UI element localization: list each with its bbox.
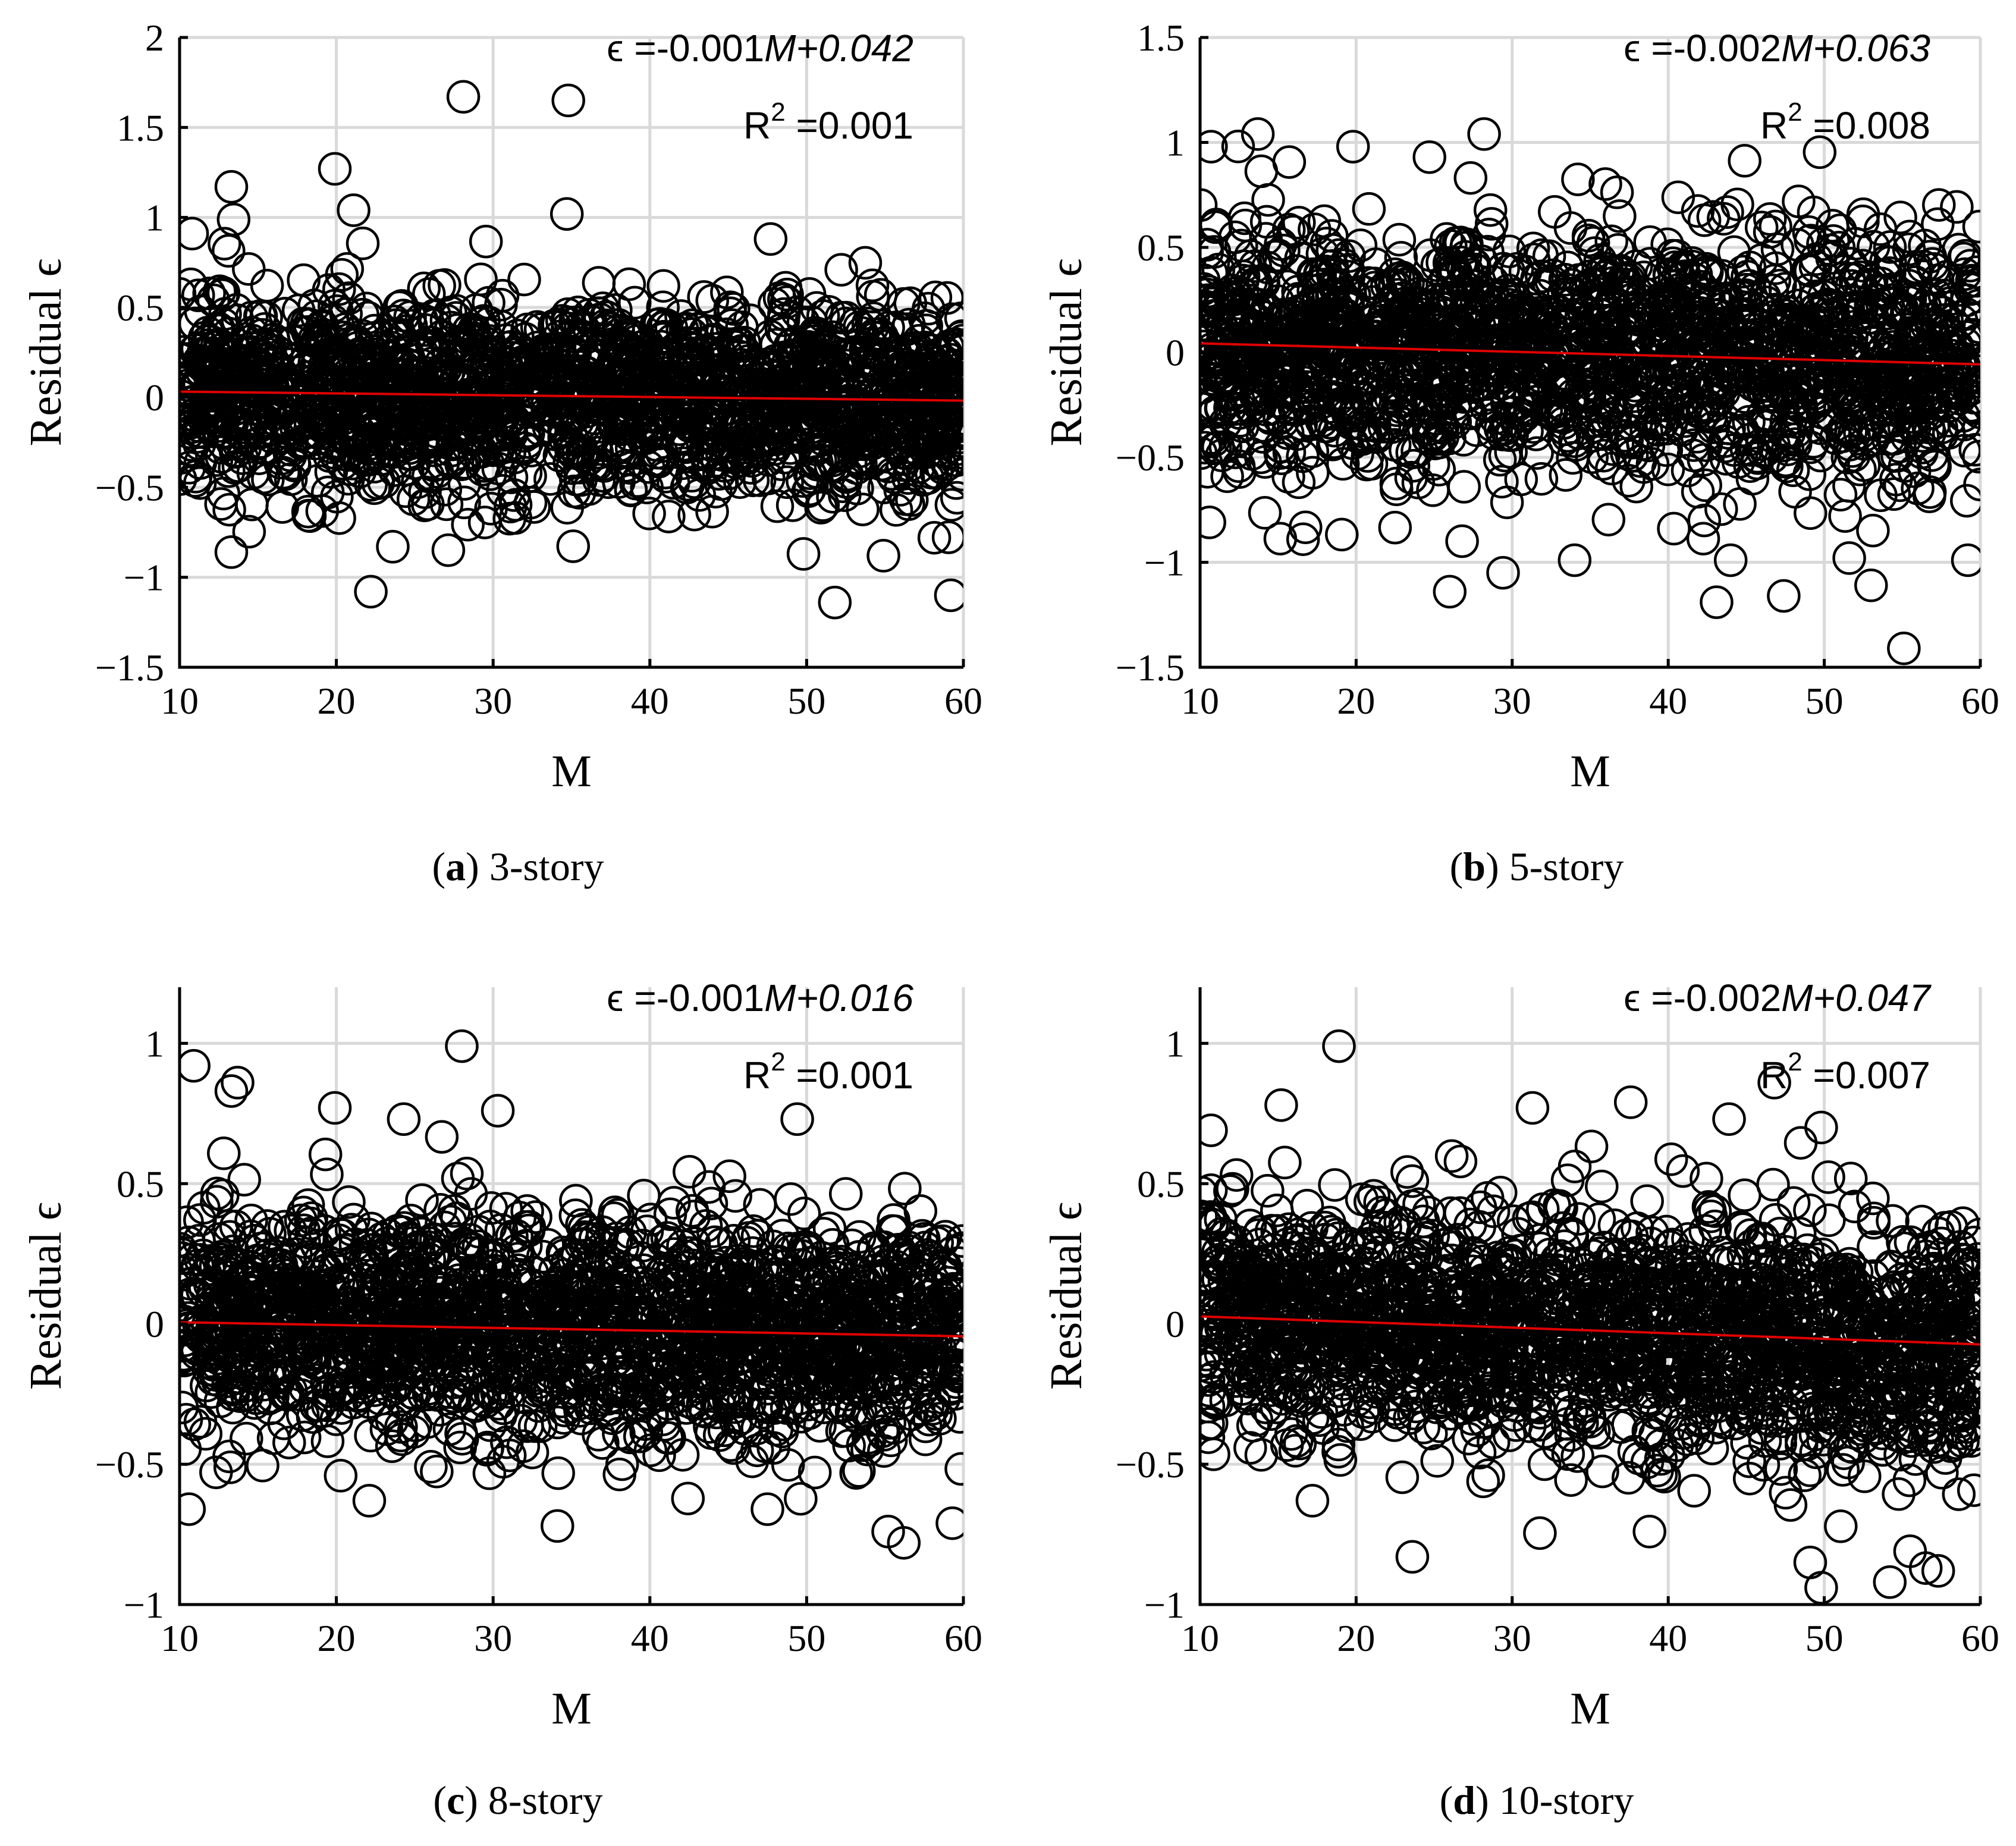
x-tick-label: 10 [1181,680,1219,722]
caption-paren-close: ) [1486,844,1499,889]
equation-intercept: +0.063 [1813,27,1930,70]
r-squared-value: =0.001 [786,104,913,147]
y-axis-label: Residual ϵ [21,259,71,447]
caption-letter: b [1463,844,1486,889]
y-tick-label: −1 [1144,542,1185,584]
x-tick-label: 30 [474,680,512,722]
panel-caption: (a) 3-story [432,844,604,889]
y-tick-label: 2 [145,17,164,59]
y-tick-label: −0.5 [1116,437,1185,479]
r-squared-value: =0.008 [1803,104,1930,147]
x-tick-label: 40 [1649,680,1687,722]
r-squared-label: R [1760,104,1788,147]
caption-text: 3-story [479,844,604,889]
y-tick-label: 0.5 [117,287,164,329]
r-squared-superscript: 2 [771,98,785,127]
r-squared: R2 =0.001 [743,98,913,147]
r-squared-superscript: 2 [1788,98,1802,127]
equation-prefix: ϵ =-0.002 [1624,27,1781,70]
caption-letter: a [445,844,466,889]
x-tick-label: 60 [944,680,982,722]
x-tick-label: 20 [1337,680,1375,722]
equation-prefix: ϵ =-0.001 [607,27,764,70]
x-tick-label: 60 [1961,680,1999,722]
y-axis-label: Residual ϵ [1041,259,1091,447]
y-tick-label: 1.5 [117,106,164,149]
x-axis-label: M [1570,746,1610,796]
equation-variable: M [764,27,796,70]
regression-equation: ϵ =-0.002M+0.063 [1624,27,1930,70]
y-tick-label: −0.5 [95,466,164,508]
y-tick-label: −1.5 [95,646,164,689]
y-tick-label: 1 [1166,122,1185,164]
equation-intercept: +0.042 [796,27,913,70]
r-squared: R2 =0.008 [1760,98,1930,147]
y-tick-label: 0 [1166,332,1185,374]
x-tick-label: 40 [631,680,669,722]
caption-paren-close: ) [466,844,479,889]
panel-caption: (b) 5-story [1450,844,1624,889]
caption-text: 5-story [1499,844,1624,889]
caption-paren-open: ( [1450,844,1464,889]
x-tick-label: 20 [318,680,356,722]
y-tick-label: 1 [145,197,164,239]
y-tick-label: 0 [145,376,164,419]
x-tick-label: 30 [1493,680,1531,722]
y-tick-label: 0.5 [1137,227,1185,269]
y-tick-label: −1.5 [1116,646,1185,689]
x-tick-label: 50 [787,680,825,722]
caption-paren-open: ( [432,844,446,889]
x-tick-label: 10 [161,680,199,722]
y-tick-label: 1.5 [1137,17,1185,59]
y-tick-label: −1 [124,557,164,599]
regression-equation: ϵ =-0.001M+0.042 [607,27,913,70]
r-squared-label: R [743,104,771,147]
x-axis-label: M [551,746,592,796]
equation-variable: M [1781,27,1813,70]
x-tick-label: 50 [1805,680,1844,722]
